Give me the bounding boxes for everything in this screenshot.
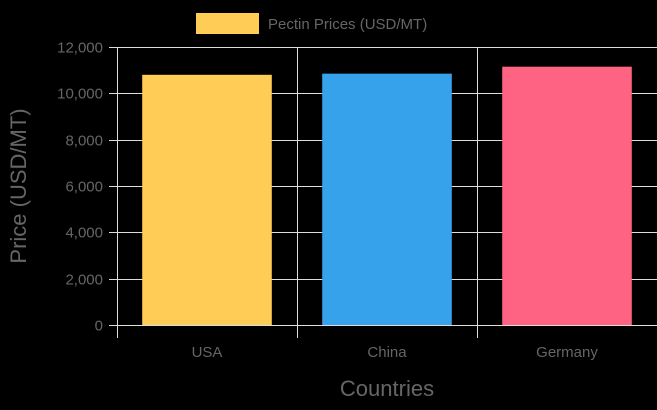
y-tick-label: 4,000 — [65, 225, 103, 242]
x-axis-title: Countries — [340, 376, 434, 401]
legend[interactable]: Pectin Prices (USD/MT) — [196, 13, 427, 34]
y-tick-label: 10,000 — [57, 86, 103, 103]
legend-swatch[interactable] — [196, 13, 259, 34]
x-tick-label: Germany — [536, 344, 598, 361]
x-axis-ticks: USA China Germany — [192, 344, 599, 361]
y-tick-label: 0 — [95, 318, 103, 335]
y-axis-ticks: 0 2,000 4,000 6,000 8,000 10,000 12,000 — [57, 40, 103, 335]
y-tick-label: 8,000 — [65, 133, 103, 150]
y-axis-title: Price (USD/MT) — [6, 108, 31, 263]
x-tick-label: China — [367, 344, 407, 361]
bar-usa[interactable] — [142, 74, 272, 325]
bars — [142, 66, 632, 326]
y-tick-label: 2,000 — [65, 272, 103, 289]
legend-label[interactable]: Pectin Prices (USD/MT) — [268, 16, 427, 33]
bar-germany[interactable] — [502, 66, 632, 326]
y-tick-label: 6,000 — [65, 179, 103, 196]
y-tick-label: 12,000 — [57, 40, 103, 57]
bar-china[interactable] — [322, 73, 452, 326]
x-tick-label: USA — [192, 344, 223, 361]
